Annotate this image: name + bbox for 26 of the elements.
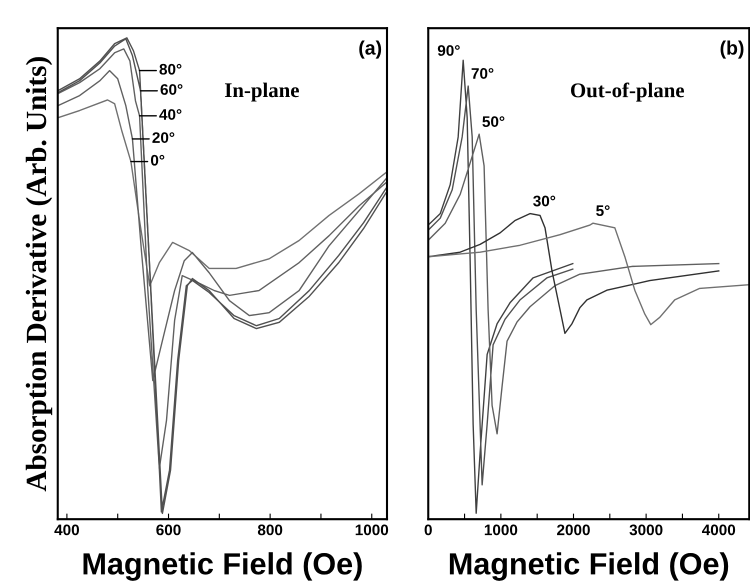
x-tick-label: 1000 (484, 524, 518, 536)
x-tick-label: 4000 (702, 524, 736, 536)
x-tick-label: 1000 (356, 524, 388, 536)
annotation: 20° (152, 132, 174, 144)
annotation: 30° (533, 196, 556, 206)
x-tick-label: 800 (258, 524, 282, 536)
annotation: 80° (159, 64, 182, 75)
annotation: 70° (472, 68, 494, 79)
x-tick-label: 400 (54, 524, 80, 536)
annotation: 60° (160, 84, 182, 95)
annotation: 40° (159, 109, 182, 120)
annotation: 90° (438, 45, 460, 56)
x-axis-title: Magnetic Field (Oe) (450, 552, 728, 581)
annotation: 50° (482, 116, 504, 128)
y-axis-title: Absorption Derivative (Arb. Units) (26, 57, 52, 492)
annotation: 0° (150, 154, 164, 166)
annotation: 5° (596, 205, 610, 216)
annotation: Out-of-plane (571, 82, 684, 102)
annotation: (a) (359, 40, 382, 59)
x-tick-label: 2000 (557, 524, 590, 536)
annotation: In-plane (224, 82, 299, 102)
x-tick-label: 600 (156, 524, 181, 536)
x-axis-title: Magnetic Field (Oe) (84, 552, 362, 581)
text: (b) (720, 40, 744, 59)
x-tick-label: 0 (424, 524, 432, 536)
x-tick-label: 3000 (629, 524, 662, 536)
